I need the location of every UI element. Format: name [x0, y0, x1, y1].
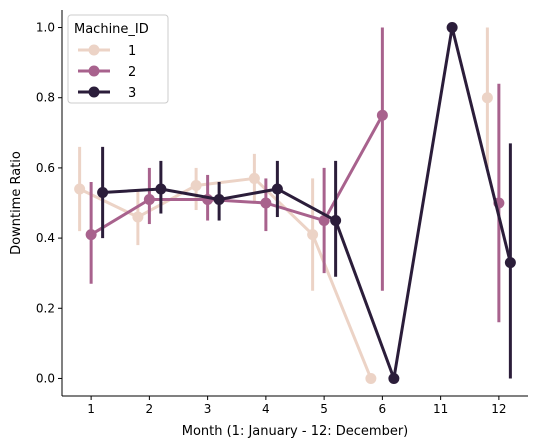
- data-point: [318, 215, 330, 227]
- legend-item-3: 3: [78, 86, 136, 101]
- x-tick-label: 3: [204, 402, 212, 416]
- data-point: [132, 211, 144, 223]
- series-3: [97, 22, 516, 384]
- data-point: [481, 92, 493, 104]
- data-point: [388, 372, 400, 384]
- legend-items: 1 2 3: [78, 44, 136, 101]
- legend-item-1: 1: [78, 44, 136, 59]
- legend-swatch-marker: [88, 86, 100, 98]
- x-tick-label: 1: [87, 402, 95, 416]
- y-tick-label: 0.4: [36, 231, 55, 245]
- y-tick-label: 0.8: [36, 91, 55, 105]
- data-point: [143, 193, 155, 205]
- x-tick-label: 12: [491, 402, 506, 416]
- data-point: [74, 183, 86, 195]
- data-point: [330, 215, 342, 227]
- data-point: [260, 197, 272, 209]
- plot-area: [74, 22, 516, 384]
- x-tick-label: 2: [146, 402, 154, 416]
- series-line: [80, 98, 488, 379]
- data-point: [446, 22, 458, 34]
- data-point: [155, 183, 167, 195]
- data-point: [271, 183, 283, 195]
- legend-item-2: 2: [78, 65, 136, 80]
- legend-label: 1: [128, 44, 136, 59]
- x-axis-label: Month (1: January - 12: December): [182, 424, 409, 439]
- legend-swatch-marker: [88, 65, 100, 77]
- y-tick-label: 1.0: [36, 21, 55, 35]
- data-point: [213, 193, 225, 205]
- legend-frame: [67, 14, 169, 104]
- y-axis-label: Downtime Ratio: [9, 151, 24, 255]
- y-tick-label: 0.2: [36, 301, 55, 315]
- data-point: [376, 109, 388, 121]
- data-point: [85, 229, 97, 241]
- legend: Machine_ID 1 2 3: [67, 14, 169, 104]
- data-point: [504, 257, 516, 269]
- axes: 0.00.20.40.60.81.01 2 3 4 5 6 11 12: [36, 10, 528, 416]
- data-point: [307, 229, 319, 241]
- data-point: [248, 172, 260, 184]
- series-1: [74, 27, 493, 384]
- x-tick-label: 6: [379, 402, 387, 416]
- x-tick-label: 5: [320, 402, 328, 416]
- legend-title: Machine_ID: [74, 22, 149, 37]
- legend-swatch-marker: [88, 44, 100, 56]
- data-point: [97, 186, 109, 198]
- data-point: [190, 179, 202, 191]
- x-tick-label: 4: [262, 402, 270, 416]
- series-line: [102, 26, 512, 380]
- legend-label: 2: [128, 65, 136, 80]
- y-tick-label: 0.6: [36, 161, 55, 175]
- legend-label: 3: [128, 86, 136, 101]
- y-tick-label: 0.0: [36, 371, 55, 385]
- data-point: [365, 372, 377, 384]
- x-tick-label: 11: [433, 402, 448, 416]
